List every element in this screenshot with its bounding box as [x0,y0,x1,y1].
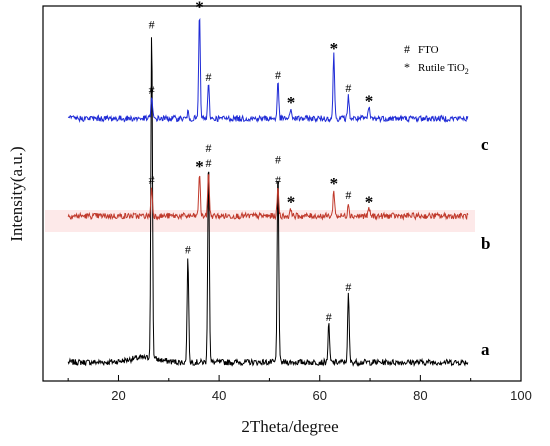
series-c-line [67,17,469,124]
x-tick-label-80: 80 [413,388,427,403]
peak-marker-b-36.1: * [195,157,204,176]
peak-marker-c-37.9: # [206,70,212,84]
x-tick-label-20: 20 [111,388,125,403]
legend-label-rutile: Rutile TiO2 [418,62,469,76]
peak-marker-b-69.8: * [365,193,374,212]
peak-markers: #######* ##**# *#*# #**#* [149,0,374,324]
peak-marker-a-26.6: # [149,17,155,31]
peak-marker-a-51.7: # [275,152,281,166]
legend-symbol-rutile: * [404,60,410,74]
peak-marker-b-26.6: # [149,173,155,187]
peak-marker-a-37.9: # [206,141,212,155]
peak-marker-a-65.7: # [345,280,351,294]
y-axis-title: Intensity(a.u.) [7,146,26,241]
peak-marker-b-62.8: * [330,174,339,193]
series-a-line [67,37,469,367]
peak-marker-c-65.7: # [345,81,351,95]
peak-marker-b-65.7: # [345,188,351,202]
legend-symbol-fto: # [404,42,410,56]
curve-label-b: b [481,234,490,253]
x-axis-title: 2Theta/degree [241,417,338,436]
legend-label-fto: FTO [418,44,439,56]
x-tick-label-100: 100 [510,388,532,403]
x-tick-label-60: 60 [313,388,327,403]
curve-label-a: a [481,340,490,359]
x-tick-label-40: 40 [212,388,226,403]
peak-marker-a-33.8: # [185,242,191,256]
peak-marker-b-54.3: * [287,193,296,212]
peak-marker-c-26.6: # [149,83,155,97]
series-b-line [67,174,469,221]
legend: # FTO * Rutile TiO2 [404,42,469,76]
peak-marker-a-61.8: # [326,310,332,324]
series-layer [67,17,469,367]
peak-marker-b-37.9: # [206,156,212,170]
plot-frame [42,5,522,382]
peak-marker-c-69.8: * [365,91,374,110]
curve-labels: a b c [481,135,490,359]
peak-marker-c-54.3: * [287,93,296,112]
peak-marker-c-36.1: * [195,0,204,17]
peak-marker-c-51.7: # [275,68,281,82]
curve-label-c: c [481,135,489,154]
peak-marker-b-51.7: # [275,173,281,187]
x-axis-ticks: 20 40 60 80 100 [67,375,532,403]
peak-marker-c-62.8: * [330,39,339,58]
